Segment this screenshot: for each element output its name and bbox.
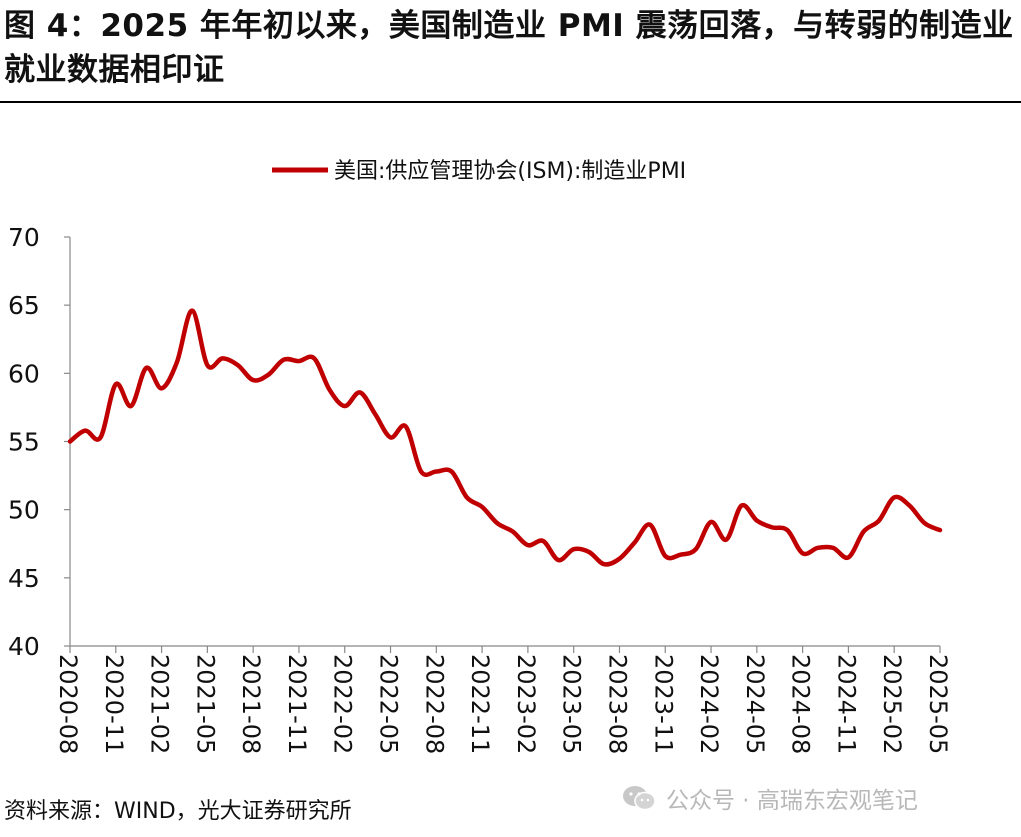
data-point bbox=[68, 440, 72, 444]
watermark: 公众号 · 高瑞东宏观笔记 bbox=[622, 780, 918, 816]
data-point bbox=[602, 562, 606, 566]
data-point bbox=[419, 469, 423, 473]
data-point bbox=[205, 363, 209, 367]
x-tick-label: 2020-11 bbox=[100, 654, 128, 754]
x-tick-label: 2021-11 bbox=[283, 654, 311, 754]
data-point bbox=[907, 504, 911, 508]
data-point bbox=[511, 529, 515, 533]
data-point bbox=[877, 519, 881, 523]
data-point bbox=[572, 547, 576, 551]
data-point bbox=[862, 529, 866, 533]
data-point bbox=[160, 386, 164, 390]
legend-label: 美国:供应管理协会(ISM):制造业PMI bbox=[334, 159, 686, 184]
x-tick-label: 2021-05 bbox=[191, 654, 219, 754]
data-point bbox=[221, 356, 225, 360]
data-point bbox=[846, 555, 850, 559]
y-axis: 40 45 50 55 60 65 70 bbox=[8, 223, 71, 661]
data-point bbox=[480, 505, 484, 509]
data-point bbox=[236, 363, 240, 367]
x-tick-label: 2020-08 bbox=[54, 654, 82, 754]
y-tick-label: 50 bbox=[8, 496, 40, 525]
data-point bbox=[450, 469, 454, 473]
data-point bbox=[617, 557, 621, 561]
data-point bbox=[801, 551, 805, 555]
y-tick-label: 40 bbox=[8, 632, 40, 661]
data-point bbox=[633, 540, 637, 544]
x-tick-label: 2025-02 bbox=[878, 654, 906, 754]
chart-legend: 美国:供应管理协会(ISM):制造业PMI bbox=[272, 159, 686, 184]
x-tick-label: 2025-05 bbox=[924, 654, 952, 754]
data-point bbox=[556, 558, 560, 562]
x-tick-label: 2021-02 bbox=[146, 654, 174, 754]
data-point bbox=[785, 528, 789, 532]
data-point bbox=[373, 412, 377, 416]
y-tick-label: 65 bbox=[8, 291, 40, 320]
data-point bbox=[694, 547, 698, 551]
data-point bbox=[129, 404, 133, 408]
x-tick-label: 2022-11 bbox=[466, 654, 494, 754]
x-tick-label: 2023-11 bbox=[649, 654, 677, 754]
x-tick-label: 2024-05 bbox=[741, 654, 769, 754]
data-point bbox=[251, 378, 255, 382]
data-point bbox=[541, 539, 545, 543]
data-point bbox=[709, 520, 713, 524]
y-tick-label: 45 bbox=[8, 564, 40, 593]
data-point bbox=[587, 550, 591, 554]
data-point bbox=[816, 546, 820, 550]
data-point bbox=[755, 519, 759, 523]
y-tick-label: 70 bbox=[8, 223, 40, 252]
x-tick-label: 2021-08 bbox=[237, 654, 265, 754]
data-point bbox=[327, 388, 331, 392]
x-tick-label: 2023-05 bbox=[558, 654, 586, 754]
data-point bbox=[679, 553, 683, 557]
data-point bbox=[175, 360, 179, 364]
watermark-text: 公众号 · 高瑞东宏观笔记 bbox=[666, 788, 918, 814]
y-tick-label: 55 bbox=[8, 428, 40, 457]
title-divider bbox=[0, 101, 1021, 103]
x-tick-label: 2024-11 bbox=[832, 654, 860, 754]
x-tick-label: 2022-02 bbox=[329, 654, 357, 754]
data-point bbox=[495, 521, 499, 525]
data-point bbox=[831, 546, 835, 550]
data-point bbox=[648, 523, 652, 527]
x-tick-label: 2023-02 bbox=[512, 654, 540, 754]
data-point bbox=[114, 382, 118, 386]
data-point bbox=[724, 538, 728, 542]
x-tick-label: 2024-02 bbox=[695, 654, 723, 754]
figure-title: 图 4：2025 年年初以来，美国制造业 PMI 震荡回落，与转弱的制造业就业数… bbox=[4, 8, 1014, 88]
data-point bbox=[938, 528, 942, 532]
x-tick-label: 2023-08 bbox=[603, 654, 631, 754]
x-tick-label: 2024-08 bbox=[787, 654, 815, 754]
data-point bbox=[526, 543, 530, 547]
data-point bbox=[144, 366, 148, 370]
x-tick-label: 2022-08 bbox=[420, 654, 448, 754]
data-point bbox=[190, 309, 194, 313]
data-point bbox=[434, 469, 438, 473]
data-point bbox=[740, 504, 744, 508]
series-layer bbox=[67, 308, 943, 567]
data-point bbox=[297, 359, 301, 363]
data-point bbox=[923, 521, 927, 525]
data-point bbox=[465, 495, 469, 499]
wechat-icon bbox=[623, 786, 656, 811]
data-point bbox=[83, 429, 87, 433]
pmi-series-line bbox=[67, 308, 943, 567]
x-tick-label: 2022-05 bbox=[375, 654, 403, 754]
data-point bbox=[343, 404, 347, 408]
data-point bbox=[99, 435, 103, 439]
y-tick-label: 60 bbox=[8, 359, 40, 388]
x-axis: 2020-08 2020-11 2021-02 2021-05 2021-08 2021-… bbox=[54, 645, 952, 754]
data-point bbox=[266, 373, 270, 377]
data-point bbox=[892, 495, 896, 499]
data-point bbox=[282, 358, 286, 362]
pmi-line-chart: 美国:供应管理协会(ISM):制造业PMI 40 45 50 55 60 65 70 202… bbox=[8, 159, 952, 754]
data-point bbox=[663, 554, 667, 558]
data-point bbox=[358, 390, 362, 394]
data-point bbox=[389, 435, 393, 439]
source-note: 资料来源：WIND，光大证券研究所 bbox=[4, 799, 352, 824]
data-point bbox=[404, 425, 408, 429]
data-point bbox=[770, 525, 774, 529]
data-point bbox=[312, 356, 316, 360]
